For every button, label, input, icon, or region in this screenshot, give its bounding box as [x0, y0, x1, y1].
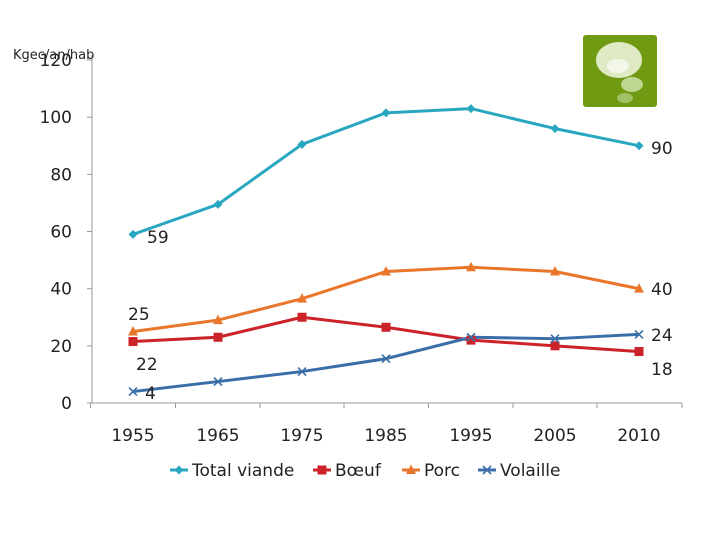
legend-entry: Porc — [424, 461, 460, 481]
data-point — [550, 124, 560, 134]
data-point — [634, 141, 644, 151]
data-point — [128, 326, 138, 336]
data-point — [213, 314, 223, 325]
y-tick-label: 0 — [61, 394, 72, 414]
data-point — [466, 104, 476, 114]
data-point — [213, 332, 223, 342]
logo-bubble-medium — [621, 77, 643, 92]
data-label: 40 — [651, 280, 673, 300]
data-point — [174, 465, 184, 475]
y-tick-label: 60 — [50, 223, 72, 243]
data-label: 59 — [147, 228, 169, 248]
y-tick-label: 120 — [40, 51, 72, 71]
series-line — [132, 107, 640, 236]
data-point — [297, 366, 307, 377]
data-label: 24 — [651, 326, 673, 346]
data-point — [550, 334, 560, 344]
logo-bubble-highlight — [607, 59, 629, 73]
data-point — [381, 354, 391, 364]
data-point — [406, 464, 416, 474]
x-tick-label: 2010 — [617, 426, 660, 446]
data-point — [482, 465, 492, 475]
y-tick-label: 20 — [50, 337, 72, 357]
data-point — [634, 347, 644, 357]
data-point — [381, 108, 391, 118]
data-point — [466, 335, 476, 345]
series-line — [132, 265, 640, 334]
data-point — [128, 337, 138, 347]
y-tick-label: 40 — [50, 280, 72, 300]
logo-bubble-small — [617, 93, 633, 103]
data-point — [297, 293, 307, 303]
logo-icon — [583, 35, 657, 107]
data-point — [634, 283, 644, 293]
legend-entry: Volaille — [500, 461, 560, 481]
x-tick-label: 1985 — [364, 426, 407, 446]
x-tick-label: 1965 — [196, 426, 239, 446]
data-point — [297, 312, 307, 322]
data-label: 25 — [128, 305, 150, 325]
data-point — [213, 376, 223, 387]
x-tick-label: 1995 — [449, 426, 492, 446]
data-point — [297, 139, 307, 149]
data-point — [213, 199, 223, 209]
data-point — [381, 266, 391, 276]
x-tick-label: 1975 — [280, 426, 323, 446]
data-point — [550, 266, 560, 276]
x-tick-label: 2005 — [533, 426, 576, 446]
data-label: 18 — [651, 360, 673, 380]
data-point — [466, 332, 476, 342]
data-label: 90 — [651, 139, 673, 159]
data-point — [317, 465, 327, 475]
data-point — [550, 341, 560, 351]
legend-entry: Total viande — [191, 461, 294, 481]
x-tick-label: 1955 — [111, 426, 154, 446]
y-tick-label: 80 — [50, 165, 72, 185]
legend-entry: Bœuf — [335, 461, 382, 481]
data-point — [381, 322, 391, 332]
y-axis-unit-label: Kgec/an/hab — [13, 48, 95, 63]
data-label: 4 — [145, 384, 156, 404]
data-point — [128, 229, 138, 239]
data-label: 22 — [136, 355, 158, 375]
series-line — [132, 332, 640, 394]
data-point — [466, 261, 476, 272]
y-tick-label: 100 — [40, 108, 72, 128]
data-point — [128, 387, 138, 397]
data-point — [634, 329, 644, 339]
